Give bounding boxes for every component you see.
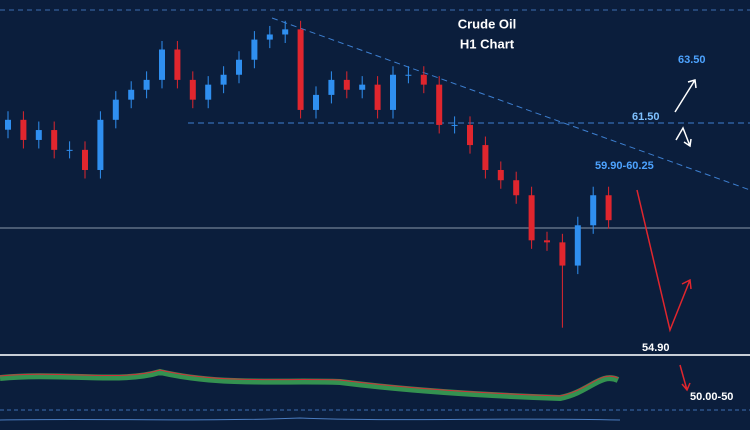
candle-body xyxy=(528,195,535,241)
candle-body xyxy=(482,145,489,170)
indicator xyxy=(0,368,620,402)
candle-body xyxy=(420,74,427,85)
arrow-target xyxy=(679,364,691,392)
candle-body xyxy=(390,74,396,110)
candle-body xyxy=(174,49,181,80)
candle-body xyxy=(159,49,165,80)
candle-body xyxy=(497,169,504,181)
candle-body xyxy=(282,29,289,35)
candle-body xyxy=(82,149,88,170)
candle-body xyxy=(467,124,473,146)
candle-body xyxy=(97,119,104,170)
candle-body xyxy=(359,84,366,90)
candle-body xyxy=(451,124,458,126)
arrow-down xyxy=(636,189,692,333)
annotation: 54.90 xyxy=(642,342,670,354)
candle-body xyxy=(574,225,581,266)
candle-body xyxy=(143,79,150,90)
arrows xyxy=(636,79,697,392)
signal-line xyxy=(0,369,619,397)
candle-body xyxy=(251,39,258,60)
arrow-bounce xyxy=(675,126,692,148)
arrow-up xyxy=(674,79,697,113)
candle-body xyxy=(328,79,335,95)
annotation: 59.90-60.25 xyxy=(595,160,654,172)
candle-body xyxy=(205,84,212,100)
candle-body xyxy=(343,79,350,90)
candle-body xyxy=(374,84,381,110)
candle-body xyxy=(220,74,227,85)
chart-title: Crude Oil xyxy=(458,16,517,31)
candle-body xyxy=(266,34,273,40)
candle-body xyxy=(20,119,27,140)
candle-body xyxy=(128,89,135,100)
candle-body xyxy=(112,99,119,120)
candle-body xyxy=(605,195,612,221)
candle-body xyxy=(513,180,520,196)
candle-body xyxy=(297,29,304,110)
candle-body xyxy=(436,84,443,125)
trend-line xyxy=(271,17,750,191)
candle-body xyxy=(35,130,42,140)
annotation: 50.00-50 xyxy=(690,391,733,403)
candle-body xyxy=(590,195,597,226)
candle-body xyxy=(51,130,58,150)
candle-body xyxy=(189,79,196,100)
candle-body xyxy=(313,94,319,110)
candle-body xyxy=(559,242,566,266)
candle-body xyxy=(405,74,412,76)
candle-body xyxy=(544,240,550,243)
candle-body xyxy=(5,119,11,130)
annotation: 61.50 xyxy=(632,111,660,123)
oscillator xyxy=(0,417,621,421)
candle-body xyxy=(236,59,242,75)
candle-body xyxy=(66,149,73,151)
chart-subtitle: H1 Chart xyxy=(460,36,515,51)
annotation: 63.50 xyxy=(678,54,706,66)
